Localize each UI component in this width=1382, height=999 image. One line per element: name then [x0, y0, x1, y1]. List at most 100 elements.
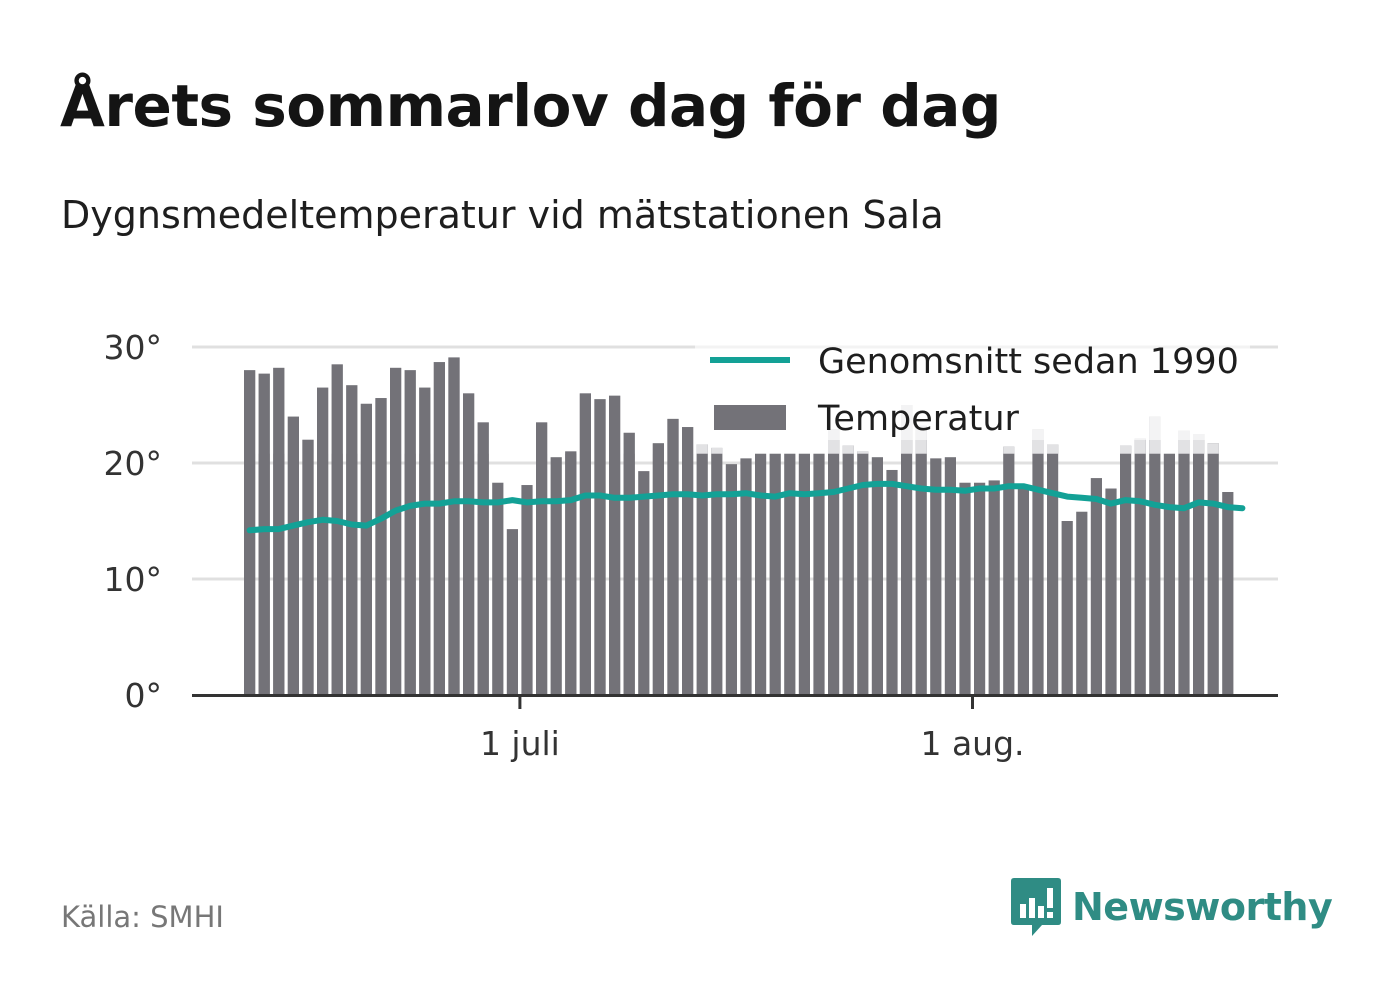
temperature-bar-top — [419, 387, 431, 695]
temperature-bar — [550, 457, 562, 695]
x-tick-label: 1 aug. — [920, 724, 1024, 763]
temperature-bar-excess — [1032, 429, 1044, 454]
average-line-group — [246, 480, 1246, 534]
temperature-bar-excess — [828, 429, 840, 454]
temperature-bar — [798, 453, 810, 695]
temperature-bar-top — [652, 443, 664, 695]
source-note: Källa: SMHI — [61, 900, 224, 934]
temperature-bar-top — [623, 432, 635, 695]
chart-title: Årets sommarlov dag för dag — [60, 72, 1001, 140]
temperature-bar-excess — [1178, 430, 1190, 454]
brand-logo: Newsworthy — [1010, 876, 1333, 938]
temperature-bar-excess — [696, 444, 708, 454]
temperature-bar — [1017, 487, 1029, 695]
temperature-bar — [857, 451, 869, 695]
temperature-bar — [1207, 443, 1219, 695]
temperature-chart: 0° 10° 20° 30° 1 juli 1 aug. Genomsnitt seda… — [104, 328, 1278, 763]
temperature-bar-top — [433, 362, 445, 695]
temperature-bar-top — [667, 418, 679, 695]
temperature-bar-top — [682, 427, 694, 695]
temperature-bar-excess — [1193, 434, 1205, 454]
temperature-bar-top — [317, 387, 329, 695]
temperature-bar-top — [302, 439, 314, 695]
temperature-bar-excess — [1134, 438, 1146, 454]
temperature-bar — [1047, 444, 1059, 695]
legend-label-temperature: Temperatur — [817, 399, 1020, 439]
temperature-bar — [988, 480, 1000, 695]
temperature-bar — [1090, 478, 1102, 695]
temperature-bar — [755, 453, 767, 695]
y-tick-label: 10° — [104, 560, 163, 599]
temperature-bar — [930, 458, 942, 695]
x-axis-group: 1 juli 1 aug. — [192, 694, 1278, 763]
temperature-bar-top — [258, 373, 270, 695]
average-line — [246, 480, 1246, 534]
y-tick-label: 0° — [125, 676, 163, 715]
temperature-bar-top — [390, 367, 402, 695]
temperature-bar — [725, 464, 737, 695]
temperature-bar — [828, 429, 840, 695]
temperature-bar — [1061, 521, 1073, 695]
temperature-bar-top — [477, 422, 489, 695]
temperature-bar — [842, 445, 854, 695]
temperature-bar — [974, 482, 986, 695]
temperature-bar-top — [404, 370, 416, 695]
temperature-bar — [944, 457, 956, 695]
temperature-bar-excess — [1120, 445, 1132, 454]
temperature-bar — [740, 458, 752, 695]
y-tick-label: 30° — [104, 328, 163, 367]
temperature-bar-top — [448, 357, 460, 695]
temperature-bar — [521, 485, 533, 695]
temperature-bar-top — [594, 399, 606, 695]
temperature-bar-excess — [1003, 446, 1015, 454]
temperature-bar-excess — [842, 445, 854, 454]
legend-background — [695, 330, 1250, 440]
temperature-bar — [492, 482, 504, 695]
temperature-bar — [1134, 438, 1146, 695]
temperature-bar — [1193, 434, 1205, 695]
temperature-bar-top — [375, 398, 387, 695]
legend: Genomsnitt sedan 1990 Temperatur — [695, 330, 1250, 440]
temperature-bar — [711, 447, 723, 695]
temperature-bar — [1120, 445, 1132, 695]
temperature-bar-excess — [857, 451, 869, 454]
temperature-bar — [901, 405, 913, 695]
temperature-bar-top — [463, 393, 475, 695]
temperature-bar — [1076, 511, 1088, 695]
temperature-bar — [886, 469, 898, 695]
temperature-bar — [813, 453, 825, 695]
legend-label-average: Genomsnitt sedan 1990 — [818, 342, 1239, 382]
temperature-bar — [1003, 446, 1015, 695]
temperature-bar — [1105, 488, 1117, 695]
temperature-bars — [244, 357, 1234, 695]
temperature-bar-top — [565, 451, 577, 695]
y-tick-labels: 0° 10° 20° 30° — [104, 328, 163, 715]
temperature-bar-top — [536, 422, 548, 695]
temperature-bar-top — [287, 416, 299, 695]
temperature-bar — [696, 444, 708, 695]
temperature-bar-top — [360, 403, 372, 695]
temperature-bar-excess — [1207, 443, 1219, 454]
temperature-bar-top — [331, 364, 343, 695]
temperature-bar — [1032, 429, 1044, 695]
temperature-bar — [915, 425, 927, 695]
temperature-bar — [769, 453, 781, 695]
temperature-bar — [784, 453, 796, 695]
chart-subtitle: Dygnsmedeltemperatur vid mätstationen Sa… — [61, 193, 944, 237]
y-tick-label: 20° — [104, 444, 163, 483]
newsworthy-chart-icon — [1011, 878, 1061, 936]
temperature-bar-top — [346, 385, 358, 695]
temperature-bar — [506, 529, 518, 695]
temperature-bar — [1149, 416, 1161, 695]
temperature-bar — [871, 457, 883, 695]
legend-bar-swatch — [714, 405, 786, 430]
temperature-bar-top — [609, 395, 621, 695]
temperature-bar-excess — [711, 447, 723, 454]
temperature-bar — [1222, 492, 1234, 695]
temperature-bar — [959, 482, 971, 695]
temperature-bar-excess — [1047, 444, 1059, 454]
temperature-bar — [1163, 453, 1175, 695]
temperature-bar-top — [579, 393, 591, 695]
x-tick-label: 1 juli — [480, 724, 560, 763]
temperature-bar — [1178, 430, 1190, 695]
